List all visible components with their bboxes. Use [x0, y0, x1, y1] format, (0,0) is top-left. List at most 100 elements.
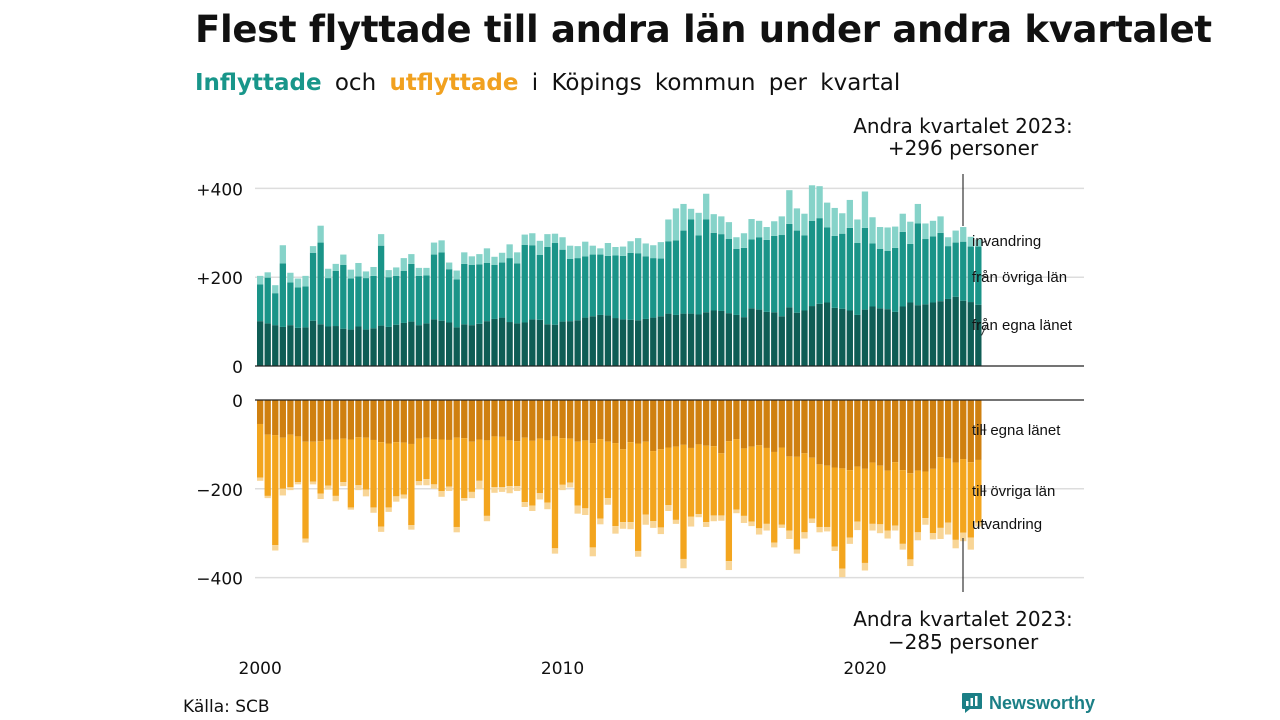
bar-in-segment: [544, 324, 551, 366]
bar-out-segment: [317, 493, 324, 500]
bar-in-segment: [491, 256, 498, 265]
bar-in-segment: [816, 186, 823, 219]
bar-in-segment: [733, 237, 740, 249]
bar-in-segment: [907, 221, 914, 244]
bar-in-segment: [612, 318, 619, 366]
subtitle-and: och: [334, 70, 377, 96]
bar-out-segment: [952, 462, 959, 540]
bar-in-segment: [264, 277, 271, 324]
bar-out-segment: [362, 437, 370, 490]
bar-out-segment: [733, 400, 740, 440]
bar-in-segment: [740, 247, 748, 318]
bar-out-segment: [642, 400, 649, 442]
bar-out-segment: [430, 439, 438, 485]
bar-out-segment: [423, 479, 430, 486]
bar-out-segment: [264, 495, 271, 499]
bar-in-segment: [771, 312, 778, 366]
bar-out-segment: [446, 439, 453, 487]
bar-in-segment: [672, 240, 680, 315]
bar-out-segment: [393, 496, 400, 502]
bar-out-segment: [400, 400, 407, 443]
bar-in-segment: [755, 220, 763, 238]
bar-out-segment: [869, 523, 876, 531]
bar-in-segment: [778, 216, 785, 236]
bar-out-segment: [574, 400, 581, 442]
bar-in-segment: [287, 325, 294, 366]
bar-out-segment: [400, 442, 407, 495]
bar-in-segment: [430, 319, 438, 366]
bar-in-segment: [589, 245, 596, 255]
bar-out-segment: [831, 546, 838, 551]
bar-in-segment: [415, 267, 423, 276]
bar-out-segment: [476, 480, 483, 490]
bar-out-segment: [703, 445, 710, 523]
bar-out-segment: [635, 443, 642, 551]
bar-out-segment: [438, 400, 445, 440]
bar-out-segment: [907, 473, 914, 560]
bar-in-segment: [340, 254, 347, 265]
bar-in-segment: [786, 307, 793, 366]
bar-out-segment: [846, 537, 853, 544]
bar-out-segment: [733, 509, 740, 514]
bar-out-segment: [763, 523, 770, 531]
bar-in-segment: [619, 255, 627, 320]
bar-in-segment: [960, 241, 967, 301]
bar-out-segment: [960, 400, 967, 460]
bar-in-segment: [793, 312, 801, 366]
bar-out-segment: [574, 505, 581, 514]
bar-out-segment: [272, 435, 279, 546]
bar-out-segment: [975, 400, 982, 460]
bar-out-segment: [899, 470, 906, 544]
bar-in-segment: [952, 296, 959, 366]
bar-in-segment: [914, 203, 922, 224]
bar-in-segment: [922, 304, 929, 366]
bar-in-segment: [635, 253, 642, 321]
bar-out-segment: [377, 442, 385, 527]
bar-in-segment: [355, 262, 362, 277]
bar-out-segment: [929, 468, 937, 534]
bar-out-segment: [408, 525, 415, 530]
bar-out-segment: [529, 400, 536, 441]
bar-in-segment: [317, 225, 324, 243]
bar-in-segment: [680, 203, 687, 231]
bar-in-segment: [876, 308, 884, 366]
bar-in-segment: [929, 302, 937, 366]
bar-in-segment: [309, 320, 317, 366]
bar-out-segment: [778, 447, 785, 525]
bar-out-segment: [302, 441, 309, 539]
bar-out-segment: [907, 400, 914, 474]
bar-out-segment: [514, 486, 521, 492]
bar-in-segment: [763, 311, 770, 366]
bar-out-segment: [340, 438, 347, 483]
bar-in-segment: [808, 306, 816, 366]
bar-out-segment: [279, 488, 286, 496]
bar-out-segment: [771, 542, 778, 548]
bar-in-segment: [332, 270, 339, 327]
bar-out-segment: [718, 453, 725, 516]
bar-out-segment: [294, 482, 302, 485]
bar-out-segment: [332, 439, 339, 496]
chart-title: Flest flyttade till andra län under andr…: [195, 8, 1212, 51]
bar-out-segment: [468, 441, 475, 492]
bar-out-segment: [589, 400, 596, 444]
bar-in-segment: [778, 235, 785, 317]
bar-out-segment: [491, 487, 498, 493]
bar-in-segment: [967, 246, 974, 303]
bar-out-segment: [521, 437, 528, 503]
bar-out-segment: [914, 470, 922, 533]
bar-out-segment: [408, 400, 415, 444]
bar-in-segment: [264, 323, 271, 366]
bar-out-segment: [763, 400, 770, 448]
series-label-out: till egna länet: [972, 422, 1061, 439]
bar-in-segment: [582, 241, 589, 257]
bar-in-segment: [461, 252, 468, 264]
bar-in-segment: [264, 272, 271, 278]
bar-out-segment: [551, 436, 559, 549]
bar-in-segment: [703, 193, 710, 220]
bar-in-segment: [846, 199, 853, 228]
bar-in-segment: [317, 324, 324, 366]
bar-out-segment: [937, 457, 944, 528]
bar-in-segment: [839, 233, 846, 309]
bar-in-segment: [831, 207, 838, 236]
bar-in-segment: [824, 302, 831, 366]
